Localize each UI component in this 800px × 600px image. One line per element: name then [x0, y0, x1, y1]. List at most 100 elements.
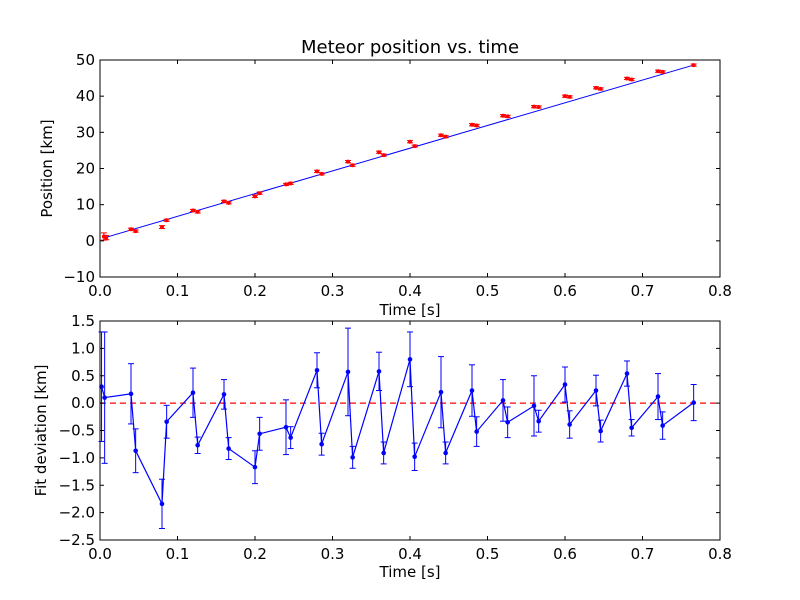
data-point: [625, 76, 629, 81]
data-point: [629, 77, 634, 82]
data-point: [283, 424, 289, 430]
data-point: [470, 122, 474, 127]
y-tick-label: 10: [76, 196, 95, 214]
ticks: 0.0 0.1 0.2 0.3 0.4 0.5 0.6 0.7 0.8 −10 0 10 20 30 40 5…: [63, 51, 732, 300]
data-point: [288, 181, 293, 186]
y-tick-label: −10: [63, 268, 95, 286]
data-point: [381, 153, 386, 158]
x-tick-label: 0.5: [476, 282, 500, 300]
y-tick-label: −1.0: [59, 449, 95, 467]
x-tick-label: 0.4: [398, 282, 422, 300]
data-point: [129, 227, 133, 232]
x-tick-label: 0.8: [708, 545, 732, 563]
x-tick-label: 0.7: [631, 282, 655, 300]
x-tick-label: 0.4: [398, 545, 422, 563]
data-point: [164, 419, 169, 425]
data-point: [160, 225, 164, 230]
data-point: [598, 86, 603, 91]
data-point: [408, 139, 412, 144]
data-point: [593, 388, 599, 393]
data-point: [381, 450, 386, 456]
data-point: [536, 418, 541, 424]
data-point: [133, 448, 138, 454]
data-point: [443, 134, 448, 139]
x-tick-label: 0.2: [243, 545, 267, 563]
x-tick-label: 0.8: [708, 282, 732, 300]
data-point: [660, 423, 665, 428]
data-point: [562, 382, 568, 387]
data-point: [376, 369, 382, 374]
data-point: [469, 388, 475, 393]
data-point: [288, 435, 293, 440]
position-chart: Meteor position vs. time 0.0 0.1 0.2 0.3 0.4…: [38, 37, 732, 319]
y-axis-label: Position [km]: [38, 119, 56, 217]
data-point: [190, 390, 196, 396]
y-tick-label: 30: [76, 123, 95, 141]
y-tick-label: −0.5: [59, 422, 95, 440]
data-point: [501, 113, 505, 118]
data-point: [159, 501, 165, 507]
data-point: [346, 159, 350, 164]
data-point: [624, 371, 630, 376]
chart-title: Meteor position vs. time: [301, 37, 519, 58]
data-point: [284, 182, 288, 187]
y-tick-label: 0.0: [71, 394, 95, 412]
data-point: [412, 454, 417, 460]
y-tick-label: 1.0: [71, 339, 95, 357]
data-point: [660, 69, 665, 74]
y-tick-label: 20: [76, 160, 95, 178]
data-point: [319, 171, 324, 176]
data-point: [531, 403, 537, 409]
data-point: [598, 428, 603, 434]
ticks: 0.0 0.1 0.2 0.3 0.4 0.5 0.6 0.7 0.8 −2.5 −2.0 −1.5 −…: [59, 312, 732, 563]
data-point: [164, 218, 169, 223]
data-point: [315, 169, 319, 174]
data-point: [195, 442, 200, 448]
data-point: [656, 69, 660, 74]
data-point: [505, 419, 510, 425]
y-tick-label: 0.5: [71, 367, 95, 385]
y-axis-label: Fit deviation [km]: [32, 365, 50, 497]
data-point: [319, 441, 324, 447]
data-point: [253, 194, 257, 199]
plot-area: [100, 63, 697, 241]
data-point: [407, 357, 413, 362]
x-tick-label: 0.2: [243, 282, 267, 300]
y-tick-label: 40: [76, 87, 95, 105]
data-point: [505, 114, 510, 119]
data-point: [438, 389, 444, 395]
data-point: [350, 163, 355, 168]
fit-line: [103, 64, 694, 239]
x-tick-label: 0.5: [476, 545, 500, 563]
data-point: [567, 94, 572, 99]
x-tick-label: 0.3: [321, 545, 345, 563]
data-point: [350, 455, 355, 460]
x-tick-label: 0.0: [88, 545, 112, 563]
data-point: [474, 429, 479, 434]
data-point: [314, 367, 320, 373]
x-tick-label: 0.7: [631, 545, 655, 563]
x-tick-label: 0.3: [321, 282, 345, 300]
data-point: [104, 235, 109, 240]
data-point: [102, 395, 107, 400]
data-point: [567, 422, 572, 427]
data-point: [474, 123, 479, 128]
data-point: [691, 400, 696, 405]
data-point: [195, 209, 200, 214]
data-point: [655, 394, 661, 399]
data-point: [594, 85, 598, 90]
y-tick-label: −1.5: [59, 476, 95, 494]
x-tick-label: 0.6: [553, 545, 577, 563]
y-tick-label: 50: [76, 51, 95, 69]
data-point: [443, 450, 448, 456]
y-tick-label: 0: [85, 232, 95, 250]
data-point: [252, 464, 258, 470]
data-point: [191, 208, 195, 213]
data-point: [691, 63, 696, 68]
data-point: [532, 104, 536, 109]
data-point: [439, 133, 443, 138]
x-tick-label: 0.0: [88, 282, 112, 300]
data-point: [128, 391, 134, 397]
